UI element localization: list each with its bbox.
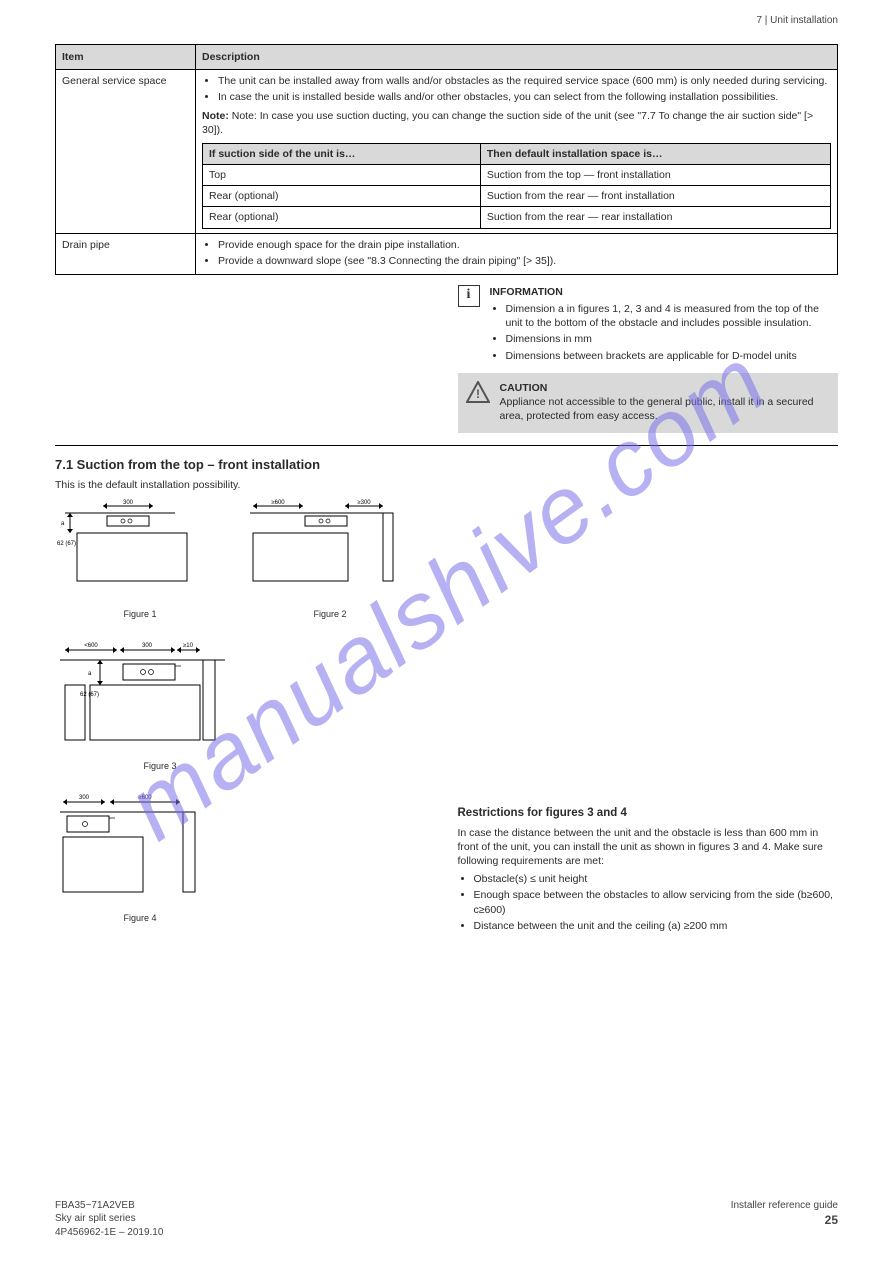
diagram-grid: 300 a 62 (67) Figure 1 [55,498,436,924]
left-column [55,285,436,433]
suction-side-table: If suction side of the unit is… Then def… [202,143,831,229]
sec71-right: Restrictions for figures 3 and 4 In case… [458,456,839,935]
header-breadcrumb: 7 | Unit installation [756,14,838,28]
bullet: Provide enough space for the drain pipe … [218,238,831,252]
info-bullet: Dimensions between brackets are applicab… [506,349,839,363]
requirements-table: Item Description General service space T… [55,44,838,275]
restriction-bullet: Obstacle(s) ≤ unit height [474,872,839,886]
footer-model: FBA35~71A2VEB [55,1199,163,1213]
bullet: Provide a downward slope (see "8.3 Conne… [218,254,831,268]
svg-text:≥600: ≥600 [271,500,285,506]
inner-cell: Top [203,165,481,186]
inner-th-left: If suction side of the unit is… [203,143,481,164]
svg-text:62 (67): 62 (67) [57,541,76,547]
fig-label: Figure 2 [245,608,415,620]
page-number: 25 [731,1212,838,1228]
inner-cell: Rear (optional) [203,186,481,207]
figure-1: 300 a 62 (67) Figure 1 [55,498,225,620]
caution-title: CAUTION [500,381,831,395]
restriction-bullet: Distance between the unit and the ceilin… [474,919,839,933]
figure-3: <600 300 ≥10 a 62 (67) [55,640,265,772]
sec71-title: 7.1 Suction from the top – front install… [55,456,436,474]
caution-box: ! CAUTION Appliance not accessible to th… [458,373,839,434]
restriction-bullet: Enough space between the obstacles to al… [474,888,839,916]
note-text: Note: Note: In case you use suction duct… [202,109,831,137]
info-bullet: Dimension a in figures 1, 2, 3 and 4 is … [506,302,839,330]
footer-docnum: 4P456962-1E – 2019.10 [55,1226,163,1240]
info-heading: INFORMATION [490,285,839,299]
bullet: The unit can be installed away from wall… [218,74,831,88]
svg-text:!: ! [476,387,480,401]
svg-text:300: 300 [123,500,134,506]
right-column: i INFORMATION Dimension a in figures 1, … [458,285,839,433]
svg-text:300: 300 [79,795,90,801]
footer-series: Sky air split series [55,1212,163,1226]
inner-cell: Rear (optional) [203,207,481,228]
caution-icon: ! [466,381,490,403]
restrictions-title: Restrictions for figures 3 and 4 [458,806,839,822]
cell-service-space-body: The unit can be installed away from wall… [196,70,838,233]
svg-text:a: a [61,521,65,527]
fig-label: Figure 1 [55,608,225,620]
fig-label: Figure 4 [55,912,225,924]
fig-label: Figure 3 [55,760,265,772]
info-icon: i [458,285,480,307]
figure-4: 300 ≥600 Figure 4 [55,792,225,924]
inner-cell: Suction from the rear — rear installatio… [480,207,830,228]
svg-text:≥10: ≥10 [183,643,194,649]
footer-doc-type: Installer reference guide [731,1199,838,1213]
th-description: Description [196,45,838,70]
caution-text: Appliance not accessible to the general … [500,395,831,423]
bullet: In case the unit is installed beside wal… [218,90,831,104]
restrictions-intro: In case the distance between the unit an… [458,826,839,869]
inner-cell: Suction from the rear — front installati… [480,186,830,207]
svg-text:<600: <600 [84,643,98,649]
svg-text:300: 300 [142,643,153,649]
svg-text:≥600: ≥600 [138,795,152,801]
cell-drain-body: Provide enough space for the drain pipe … [196,233,838,274]
page-footer: FBA35~71A2VEB Sky air split series 4P456… [55,1199,838,1240]
inner-th-right: Then default installation space is… [480,143,830,164]
sec71-intro: This is the default installation possibi… [55,478,436,492]
th-item: Item [56,45,196,70]
cell-drain-label: Drain pipe [56,233,196,274]
figure-2: ≥600 ≥300 Figure 2 [245,498,415,620]
inner-cell: Suction from the top — front installatio… [480,165,830,186]
sec71-left: 7.1 Suction from the top – front install… [55,456,436,935]
divider [55,445,838,446]
cell-service-space-label: General service space [56,70,196,233]
svg-text:a: a [88,671,92,677]
info-bullet: Dimensions in mm [506,332,839,346]
svg-text:≥300: ≥300 [357,500,371,506]
